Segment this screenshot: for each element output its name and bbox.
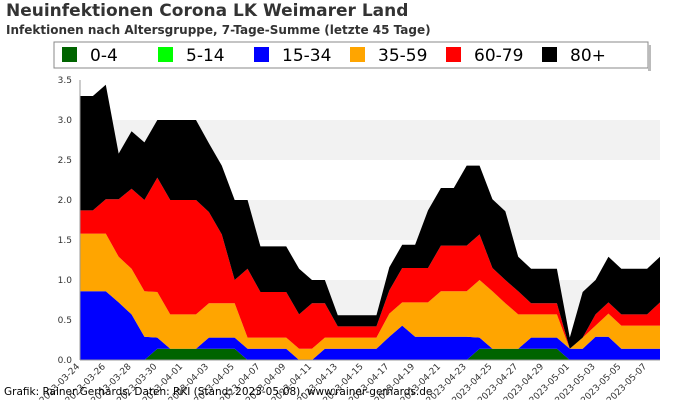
series-area-35-59: [80, 233, 660, 360]
y-tick-label: 0.0: [58, 356, 73, 366]
grid-band: [80, 80, 660, 120]
legend-label-5-14: 5-14: [186, 46, 225, 66]
chart-title: Neuinfektionen Corona LK Weimarer Land: [6, 1, 409, 21]
series-area-60-79: [80, 177, 660, 349]
legend-swatch-80+: [542, 47, 557, 62]
y-tick-label: 1.5: [58, 236, 72, 246]
y-tick-label: 3.5: [58, 76, 72, 86]
y-tick-label: 2.0: [58, 196, 73, 206]
legend-shadow: [648, 45, 651, 71]
chart-subtitle: Infektionen nach Altersgruppe, 7-Tage-Su…: [6, 23, 431, 37]
data-credit: Grafik: Rainer Gerhards, Daten: RKI (Sta…: [4, 386, 433, 398]
y-tick-label: 2.5: [58, 156, 72, 166]
series-area-80+: [80, 84, 660, 349]
legend-swatch-5-14: [158, 47, 173, 62]
series-area-15-34: [80, 291, 660, 360]
legend-label-15-34: 15-34: [282, 46, 331, 66]
y-tick-label: 1.0: [58, 276, 73, 286]
legend-swatch-35-59: [350, 47, 365, 62]
legend-swatch-15-34: [254, 47, 269, 62]
legend-label-60-79: 60-79: [474, 46, 523, 66]
y-tick-label: 3.0: [58, 116, 73, 126]
legend-label-35-59: 35-59: [378, 46, 427, 66]
legend-label-0-4: 0-4: [90, 46, 118, 66]
legend-swatch-60-79: [446, 47, 461, 62]
legend-label-80+: 80+: [570, 46, 606, 66]
y-tick-label: 0.5: [58, 316, 72, 326]
series-area-0-4: [80, 348, 660, 360]
legend-swatch-0-4: [62, 47, 77, 62]
